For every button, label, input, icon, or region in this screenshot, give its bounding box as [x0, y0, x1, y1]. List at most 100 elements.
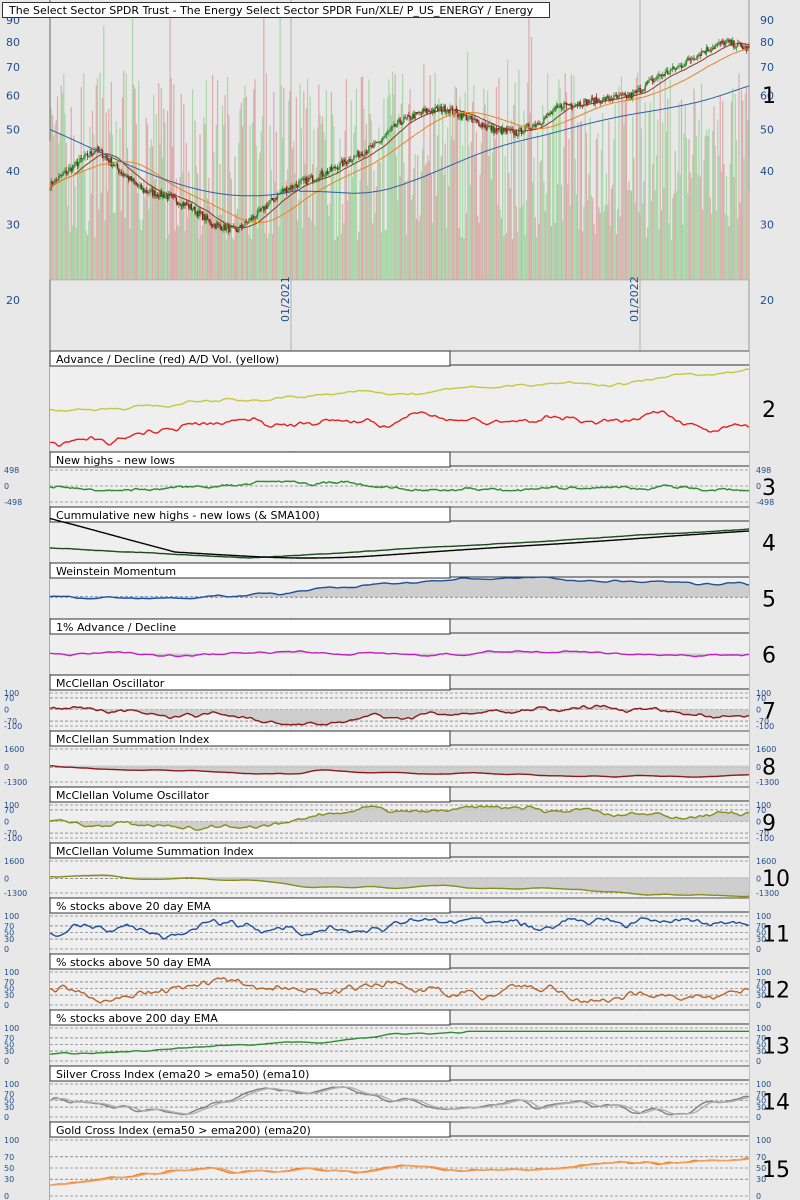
volume-bar: [548, 134, 550, 280]
volume-bar: [423, 64, 425, 280]
volume-bar: [178, 226, 180, 280]
volume-bar: [508, 172, 510, 280]
volume-bar: [689, 172, 691, 280]
volume-bar: [343, 223, 345, 280]
indicator-number: 3: [762, 476, 776, 501]
volume-bar: [258, 159, 260, 280]
volume-bar: [225, 239, 227, 280]
volume-bar: [463, 238, 465, 280]
volume-bar: [394, 74, 396, 280]
y-tick-right: 40: [760, 165, 774, 178]
volume-bar: [234, 156, 236, 280]
volume-bar: [119, 127, 121, 280]
indicator-tick-left: 50: [4, 985, 14, 994]
candle-body: [138, 185, 140, 187]
candle-body: [544, 117, 546, 119]
indicator-tick-right: 100: [756, 1024, 771, 1033]
candle-body: [682, 66, 684, 68]
candle-body: [86, 153, 89, 157]
candle-body: [574, 104, 576, 107]
candle-body: [335, 167, 338, 169]
volume-bar: [96, 77, 99, 280]
candle-body: [534, 124, 536, 127]
advance-decline-line: [50, 410, 750, 447]
candle-body: [647, 82, 649, 84]
volume-bar: [344, 130, 346, 280]
volume-bar: [360, 76, 362, 281]
candle-body: [245, 220, 248, 223]
candle-body: [545, 114, 548, 118]
candle-body: [559, 104, 561, 107]
candle-body: [301, 179, 304, 180]
indicator-number: 7: [762, 700, 776, 725]
oscillator-line: [49, 704, 750, 726]
volume-bar: [124, 218, 126, 280]
candle-body: [190, 204, 193, 210]
volume-bar: [226, 76, 229, 281]
candle-body: [494, 128, 496, 134]
volume-bar: [374, 213, 376, 280]
candle-body: [66, 171, 69, 174]
indicator-title: McClellan Volume Oscillator: [56, 789, 209, 802]
volume-bar: [146, 124, 149, 281]
candle-body: [518, 128, 520, 136]
volume-bar: [249, 125, 251, 280]
volume-bar: [325, 90, 327, 281]
volume-bar: [84, 171, 86, 280]
candle-body: [345, 161, 348, 165]
candle-body: [623, 93, 625, 95]
volume-bar: [205, 80, 207, 280]
volume-bar: [525, 200, 528, 280]
volume-bar: [499, 209, 501, 280]
volume-bar: [286, 169, 289, 280]
candle-body: [365, 151, 368, 154]
percent-line: [49, 1157, 750, 1186]
candle-body: [675, 67, 678, 70]
candle-body: [483, 124, 485, 127]
candle-body: [63, 172, 65, 174]
volume-bar: [300, 128, 302, 280]
indicator-title: McClellan Summation Index: [56, 733, 210, 746]
volume-bar: [184, 231, 186, 280]
candle-body: [525, 125, 528, 127]
volume-bar: [170, 78, 172, 280]
volume-bar: [558, 79, 560, 281]
volume-bar: [284, 196, 286, 280]
indicator-number: 13: [762, 1035, 790, 1060]
candle-body: [294, 184, 296, 188]
candle-body: [83, 157, 85, 159]
volume-bar: [502, 122, 504, 281]
candle-body: [146, 192, 149, 194]
indicator-tick-left: -70: [4, 717, 17, 726]
candle-body: [70, 167, 72, 172]
candle-body: [299, 180, 301, 182]
candle-body: [359, 154, 361, 158]
volume-bar: [654, 190, 656, 280]
volume-bar: [530, 36, 533, 280]
candle-body: [433, 109, 435, 113]
candle-body: [120, 171, 122, 174]
volume-bar: [622, 97, 624, 280]
volume-bar: [64, 113, 66, 280]
candle-body: [360, 154, 363, 156]
volume-bar: [597, 133, 599, 280]
candle-body: [509, 129, 511, 131]
volume-bar: [358, 231, 360, 280]
volume-bar: [261, 116, 264, 280]
candle-body: [246, 222, 249, 224]
indicator-tick-left: 100: [4, 1080, 19, 1089]
candle-body: [93, 152, 95, 155]
indicator-tick-left: 70: [4, 978, 14, 987]
candle-body: [140, 184, 142, 190]
candle-body: [163, 193, 165, 198]
candle-body: [446, 109, 449, 112]
indicator-number: 9: [762, 812, 776, 837]
candle-body: [283, 189, 285, 192]
candle-body: [652, 78, 654, 83]
candle-body: [728, 39, 730, 43]
volume-bar: [447, 127, 449, 281]
candle-body: [688, 58, 690, 60]
volume-bar: [544, 211, 546, 280]
indicator-tick-right: -70: [756, 717, 769, 726]
indicator-number: 5: [762, 588, 776, 613]
